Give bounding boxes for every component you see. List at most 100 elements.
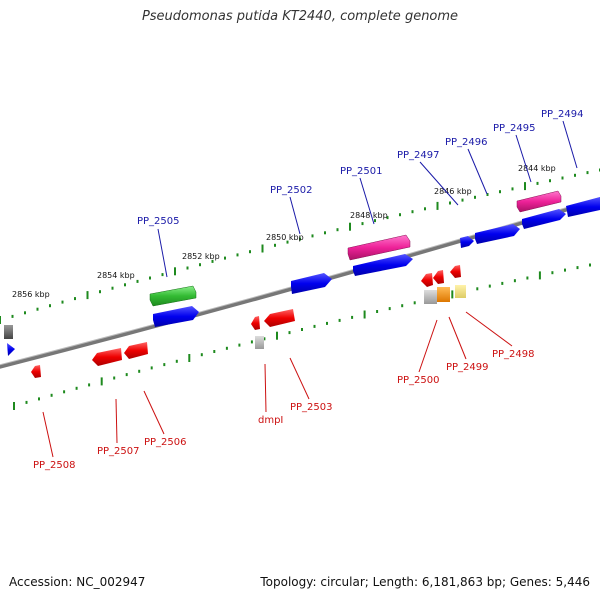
minor-tick [75,386,78,390]
minor-tick [374,219,376,223]
gene-block-grey[interactable] [255,336,264,349]
gene-label-top[interactable]: PP_2494 [541,109,584,120]
minor-tick [149,276,151,280]
minor-tick [124,283,126,287]
major-tick [363,310,366,319]
minor-tick [49,304,51,308]
gene-arrow-red[interactable] [421,273,433,287]
gene-arrow-red[interactable] [433,270,444,284]
leader-line [289,357,310,400]
gene-label-top[interactable]: PP_2495 [493,123,536,134]
major-tick [100,377,103,386]
minor-tick [424,207,426,211]
minor-tick [24,311,26,315]
minor-tick [213,350,216,353]
minor-tick [88,383,91,387]
minor-tick [474,195,476,199]
gene-label-top[interactable]: PP_2496 [445,137,488,148]
accession-label: Accession: NC_002947 [9,575,146,589]
gene-label-bottom[interactable]: PP_2503 [290,402,333,413]
leader-line [289,196,301,235]
minor-tick [513,279,516,283]
leader-line [515,134,532,183]
gene-label-bottom[interactable]: PP_2499 [446,362,489,373]
gene-arrow-blue[interactable] [353,254,413,276]
minor-tick [486,193,489,196]
minor-tick [361,222,364,226]
gene-label-bottom[interactable]: PP_2507 [97,446,140,457]
gene-arrow-red[interactable] [251,316,260,330]
minor-tick [199,263,201,267]
gene-arrow-blue[interactable] [153,306,199,327]
minor-tick [311,234,314,238]
minor-tick [386,216,389,220]
minor-tick [411,210,414,214]
leader-line [448,316,467,360]
gene-arrow-blue[interactable] [566,197,600,217]
gene-block-yellow[interactable] [455,285,466,298]
minor-tick [336,228,339,232]
gene-arrow-blue[interactable] [460,236,474,248]
gene-block-grey[interactable] [424,290,437,304]
major-tick [538,271,541,280]
gene-arrow-blue[interactable] [475,224,520,244]
gene-arrow-red[interactable] [264,309,295,327]
minor-tick [138,369,141,373]
tick-row-top [0,168,600,324]
kbp-label: 2850 kbp [266,233,304,242]
gene-arrow-blue[interactable] [522,209,566,229]
gene-arrow-pink[interactable] [347,234,411,261]
major-tick [436,201,439,210]
major-tick [174,267,176,276]
gene-label-bottom[interactable]: PP_2498 [492,349,535,360]
gene-arrow-red[interactable] [124,342,148,359]
gene-label-bottom[interactable]: PP_2500 [397,375,440,386]
minor-tick [461,198,464,202]
minor-tick [586,171,589,175]
minor-tick [401,304,404,308]
minor-tick [200,353,203,357]
major-tick [524,182,526,191]
minor-tick [288,331,291,335]
gene-label-top[interactable]: PP_2502 [270,185,313,196]
gene-label-bottom[interactable]: dmpI [258,415,283,426]
gene-arrow-red[interactable] [450,265,461,278]
kbp-label: 2846 kbp [434,187,472,196]
gene-arrow-red[interactable] [92,348,122,366]
minor-tick [161,273,164,277]
gene-arrow-blue[interactable] [7,343,15,356]
gene-label-bottom[interactable]: PP_2506 [144,437,187,448]
features-bottom [4,265,466,378]
gene-label-top[interactable]: PP_2497 [397,150,440,161]
kbp-label: 2852 kbp [182,252,220,261]
minor-tick [324,231,326,235]
leader-line [115,398,118,444]
minor-tick [11,314,14,318]
gene-arrow-blue[interactable] [291,273,332,294]
minor-tick [351,315,354,319]
major-tick [276,331,278,340]
map-title: Pseudomonas putida KT2440, complete geno… [141,9,459,24]
gene-arrow-red[interactable] [31,365,41,378]
topology-label: Topology: circular; Length: 6,181,863 bp… [260,575,590,589]
major-tick [349,222,351,231]
gene-label-top[interactable]: PP_2505 [137,216,180,227]
gene-label-top[interactable]: PP_2501 [340,166,383,177]
minor-tick [564,268,566,272]
leader-line [419,161,459,206]
gene-arrow-green[interactable] [149,285,197,307]
gene-block-orange[interactable] [437,287,450,302]
gene-block-dark[interactable] [4,325,13,339]
minor-tick [526,276,529,280]
minor-tick [299,237,301,241]
minor-tick [111,286,114,290]
minor-tick [476,287,479,291]
gene-arrow-pink[interactable] [516,190,562,213]
minor-tick [150,366,153,370]
minor-tick [38,397,40,401]
major-tick [188,354,191,362]
gene-label-bottom[interactable]: PP_2508 [33,460,76,471]
leader-line [465,311,513,347]
minor-tick [488,284,491,288]
minor-tick [413,301,416,305]
